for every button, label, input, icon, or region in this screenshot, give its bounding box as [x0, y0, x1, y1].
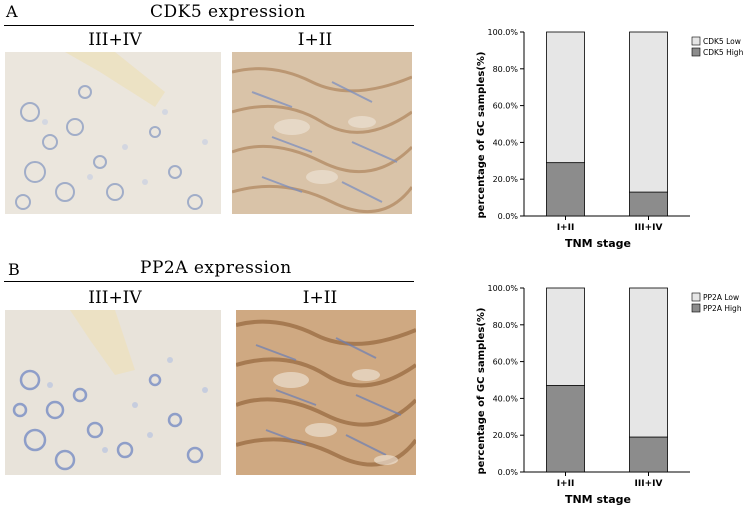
panel-b-letter: B	[8, 260, 20, 279]
chart-cdk5-tnm-stage: percentage of GC samples(%) 0.0% 20.0% 40.…	[476, 28, 744, 250]
panel-a-title: CDK5 expression	[150, 2, 306, 22]
legend-label: CDK5 Low	[703, 37, 741, 46]
panel-a-image-label-right: I+II	[297, 30, 333, 50]
panel-b-image-label-left: III+IV	[88, 288, 142, 308]
panel-b-title: PP2A expression	[140, 258, 292, 278]
panel-b-rule	[4, 281, 414, 282]
y-tick-label: 40.0%	[493, 138, 519, 147]
legend-swatch	[691, 303, 701, 313]
panel-a-rule	[4, 25, 414, 26]
bar-segment	[546, 162, 585, 217]
x-tick-label: I+II	[557, 479, 575, 489]
bar-segment	[546, 31, 585, 164]
y-tick-label: 100.0%	[487, 28, 518, 37]
y-axis-title: percentage of GC samples(%)	[476, 308, 487, 475]
x-tick-label: III+IV	[635, 479, 663, 489]
legend-label: CDK5 High	[703, 48, 744, 57]
bar-segment	[546, 385, 585, 473]
y-tick-label: 20.0%	[493, 175, 519, 184]
x-axis-title: TNM stage	[565, 237, 631, 250]
micrograph-cdk5-stage-iii-iv	[5, 52, 221, 214]
bar-segment	[629, 436, 668, 473]
panel-a-image-label-left: III+IV	[88, 30, 142, 50]
panel-b-image-label-right: I+II	[302, 288, 338, 308]
chart-pp2a-tnm-stage: percentage of GC samples(%) 0.0% 20.0% 40.…	[476, 284, 742, 506]
y-tick-label: 40.0%	[493, 394, 519, 403]
x-tick-label: III+IV	[635, 223, 663, 233]
y-tick-label: 0.0%	[498, 212, 519, 221]
y-tick-label: 100.0%	[487, 284, 518, 293]
bar-segment	[546, 287, 585, 386]
y-tick-label: 60.0%	[493, 358, 519, 367]
legend-label: PP2A Low	[703, 293, 739, 302]
panel-a-letter: A	[6, 2, 18, 21]
micrograph-pp2a-stage-i-ii	[236, 310, 416, 475]
x-tick-label: I+II	[557, 223, 575, 233]
micrograph-cdk5-stage-i-ii	[232, 52, 412, 214]
legend-swatch	[691, 292, 701, 302]
y-tick-label: 80.0%	[493, 65, 519, 74]
y-tick-label: 80.0%	[493, 321, 519, 330]
bar-segment	[629, 31, 668, 193]
bar-segment	[629, 191, 668, 217]
x-axis-title: TNM stage	[565, 493, 631, 506]
legend-label: PP2A High	[703, 304, 742, 313]
y-axis-title: percentage of GC samples(%)	[476, 52, 487, 219]
legend-swatch	[691, 47, 701, 57]
micrograph-pp2a-stage-iii-iv	[5, 310, 221, 475]
bar-segment	[629, 287, 668, 438]
y-tick-label: 60.0%	[493, 102, 519, 111]
y-tick-label: 0.0%	[498, 468, 519, 477]
legend-swatch	[691, 36, 701, 46]
y-tick-label: 20.0%	[493, 431, 519, 440]
